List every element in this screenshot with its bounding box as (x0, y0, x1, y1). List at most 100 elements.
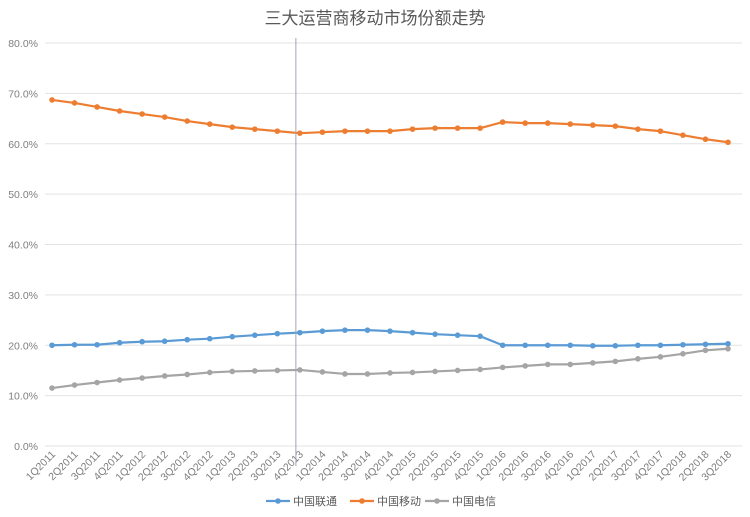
data-point (206, 121, 213, 127)
y-tick-label: 60.0% (8, 139, 38, 151)
chart-title: 三大运营商移动市场份额走势 (265, 9, 486, 29)
data-point (229, 124, 236, 130)
data-point (139, 111, 145, 117)
y-axis: 0.0% 10.0% 20.0% 30.0% 40.0% 50.0% 60.0% 70.0% 8… (8, 38, 38, 453)
data-point (522, 120, 528, 126)
data-point (409, 126, 416, 132)
data-point (184, 371, 190, 378)
data-point (94, 379, 100, 386)
data-point (342, 327, 348, 333)
y-tick-label: 20.0% (8, 340, 38, 352)
legend-marker-icon (275, 498, 281, 504)
legend-label: 中国联通 (293, 495, 337, 508)
data-point (454, 367, 461, 374)
legend-item: 中国电信 (425, 495, 496, 508)
data-point (71, 382, 78, 388)
data-point (544, 342, 551, 349)
data-point (567, 361, 574, 368)
data-point (139, 338, 145, 345)
data-point (432, 125, 438, 131)
data-point (635, 356, 641, 362)
data-point (635, 126, 641, 132)
data-point (297, 329, 303, 336)
data-point (725, 345, 731, 352)
data-point (657, 128, 664, 134)
legend-label: 中国移动 (377, 495, 421, 508)
legend: 中国联通 中国移动 中国电信 (266, 495, 496, 508)
gridlines (45, 42, 742, 447)
data-point (567, 342, 574, 349)
data-point (319, 328, 326, 334)
data-point (409, 369, 416, 376)
data-point (206, 369, 213, 376)
data-point (725, 340, 731, 347)
y-tick-label: 0.0% (14, 441, 38, 453)
legend-label: 中国电信 (452, 495, 496, 508)
data-point (71, 100, 78, 106)
data-point (116, 377, 123, 383)
data-point (522, 342, 528, 349)
data-point (364, 128, 371, 134)
legend-marker-icon (434, 498, 440, 504)
data-point (725, 139, 731, 146)
data-point (274, 128, 281, 134)
data-point (116, 108, 123, 114)
series-0 (49, 327, 731, 349)
y-tick-label: 40.0% (8, 240, 38, 252)
data-point (49, 97, 55, 103)
data-point (702, 136, 709, 143)
data-point (635, 342, 641, 349)
legend-item: 中国移动 (350, 495, 421, 508)
series-1 (49, 97, 731, 146)
data-point (319, 369, 326, 375)
x-axis: 1Q20112Q20113Q20114Q20111Q20122Q20123Q20… (24, 449, 734, 484)
data-point (319, 129, 326, 135)
data-point (477, 125, 483, 131)
data-point (499, 364, 506, 371)
data-point (680, 132, 686, 138)
data-point (49, 385, 55, 391)
series-line (51, 98, 729, 144)
y-tick-label: 30.0% (8, 290, 38, 302)
data-point (657, 354, 664, 360)
data-point (612, 342, 619, 349)
data-point (544, 361, 551, 368)
data-point (161, 373, 168, 379)
data-point (274, 330, 281, 337)
legend-item: 中国联通 (266, 495, 337, 508)
data-point (229, 333, 236, 340)
data-point (657, 342, 664, 349)
data-point (590, 360, 596, 366)
data-point (274, 367, 281, 374)
legend-marker-icon (359, 498, 365, 504)
data-point (297, 130, 303, 136)
data-point (139, 375, 145, 381)
data-point (432, 368, 438, 375)
data-point (432, 331, 438, 337)
data-point (297, 367, 303, 373)
data-point (499, 342, 506, 349)
data-point (184, 118, 190, 124)
data-point (590, 342, 596, 349)
data-point (612, 123, 619, 129)
data-point (364, 371, 371, 377)
series-2 (49, 345, 731, 391)
data-point (342, 128, 348, 134)
data-point (477, 366, 483, 373)
data-point (116, 339, 123, 346)
data-point (409, 329, 416, 336)
data-point (387, 128, 393, 134)
data-point (522, 363, 528, 369)
data-point (184, 336, 190, 343)
series-line (51, 347, 729, 390)
data-point (71, 341, 78, 348)
data-point (590, 122, 596, 128)
data-point (612, 358, 619, 365)
data-point (567, 121, 574, 127)
data-point (94, 341, 100, 348)
y-tick-label: 10.0% (8, 391, 38, 403)
data-point (454, 332, 461, 338)
series-group (49, 97, 731, 391)
data-point (364, 327, 371, 333)
